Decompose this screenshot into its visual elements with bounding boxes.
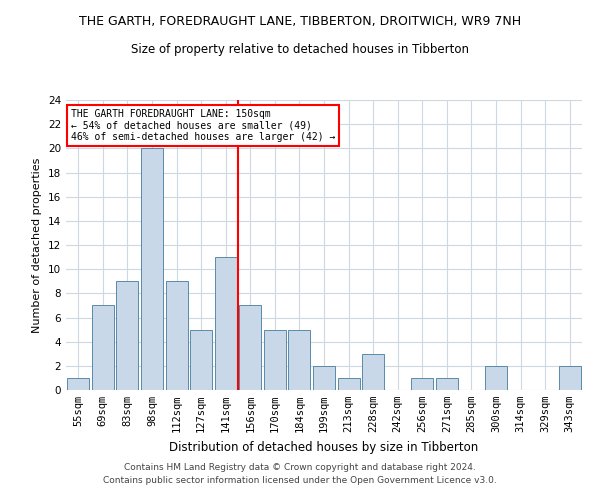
Bar xyxy=(190,330,212,390)
Bar xyxy=(92,306,114,390)
Bar xyxy=(264,330,286,390)
Bar xyxy=(485,366,507,390)
Bar xyxy=(313,366,335,390)
Bar xyxy=(436,378,458,390)
Text: THE GARTH FOREDRAUGHT LANE: 150sqm
← 54% of detached houses are smaller (49)
46%: THE GARTH FOREDRAUGHT LANE: 150sqm ← 54%… xyxy=(71,108,335,142)
Text: Contains HM Land Registry data © Crown copyright and database right 2024.
Contai: Contains HM Land Registry data © Crown c… xyxy=(103,464,497,485)
Bar xyxy=(67,378,89,390)
Bar xyxy=(362,354,384,390)
Bar xyxy=(289,330,310,390)
Bar xyxy=(215,257,237,390)
X-axis label: Distribution of detached houses by size in Tibberton: Distribution of detached houses by size … xyxy=(169,440,479,454)
Bar xyxy=(166,281,188,390)
Bar xyxy=(239,306,262,390)
Y-axis label: Number of detached properties: Number of detached properties xyxy=(32,158,43,332)
Text: Size of property relative to detached houses in Tibberton: Size of property relative to detached ho… xyxy=(131,42,469,56)
Bar xyxy=(141,148,163,390)
Bar xyxy=(116,281,139,390)
Bar xyxy=(411,378,433,390)
Bar xyxy=(559,366,581,390)
Text: THE GARTH, FOREDRAUGHT LANE, TIBBERTON, DROITWICH, WR9 7NH: THE GARTH, FOREDRAUGHT LANE, TIBBERTON, … xyxy=(79,15,521,28)
Bar xyxy=(338,378,359,390)
